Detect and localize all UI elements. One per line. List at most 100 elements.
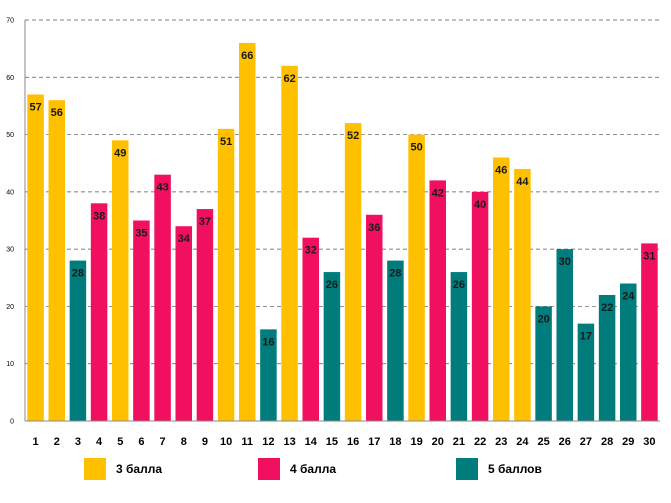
x-tick-label-3: 3: [75, 436, 81, 448]
x-tick-label-13: 13: [283, 436, 295, 448]
data-label-9: 37: [199, 216, 211, 228]
x-tick-label-5: 5: [117, 436, 123, 448]
bar-29: [619, 283, 637, 421]
data-label-16: 52: [347, 130, 359, 142]
x-tick-label-15: 15: [326, 436, 338, 448]
legend-swatch-4: [258, 458, 280, 480]
x-tick-label-22: 22: [474, 436, 486, 448]
bar-22: [471, 191, 489, 421]
x-tick-label-17: 17: [368, 436, 380, 448]
x-tick-label-21: 21: [453, 436, 465, 448]
x-tick-label-26: 26: [559, 436, 571, 448]
data-label-21: 26: [453, 279, 465, 291]
data-label-6: 35: [135, 228, 147, 240]
x-tick-label-14: 14: [305, 436, 318, 448]
data-label-28: 22: [601, 302, 613, 314]
bar-19: [408, 134, 425, 422]
x-tick-label-9: 9: [202, 436, 208, 448]
y-tick-label: 20: [6, 304, 14, 311]
bar-30: [641, 243, 658, 421]
x-tick-label-16: 16: [347, 436, 359, 448]
x-tick-label-29: 29: [622, 436, 634, 448]
bar-1: [27, 94, 44, 421]
bar-20: [429, 180, 447, 421]
legend-label-3: 3 балла: [116, 462, 163, 476]
data-label-15: 26: [326, 279, 338, 291]
data-label-24: 44: [516, 176, 529, 188]
legend-item-3: 3 балла: [84, 458, 162, 480]
bar-9: [196, 209, 214, 421]
bar-7: [154, 174, 171, 421]
bar-16: [344, 123, 362, 421]
data-label-18: 28: [389, 268, 401, 280]
legend-item-4: 4 балла: [258, 458, 336, 480]
x-tick-label-4: 4: [96, 436, 103, 448]
bar-12: [260, 329, 277, 421]
data-label-25: 20: [537, 313, 549, 325]
x-tick-label-1: 1: [33, 436, 39, 448]
x-tick-label-18: 18: [389, 436, 401, 448]
data-label-7: 43: [156, 182, 168, 194]
y-axis: 0 10 20 30 40 50 60 70: [6, 18, 26, 426]
data-label-30: 31: [643, 250, 655, 262]
x-tick-label-7: 7: [160, 436, 166, 448]
bar-10: [217, 128, 235, 422]
y-tick-label: 40: [6, 189, 14, 196]
data-label-10: 51: [220, 136, 232, 148]
data-label-3: 28: [72, 268, 84, 280]
x-tick-label-19: 19: [410, 436, 422, 448]
data-label-12: 16: [262, 336, 274, 348]
x-tick-label-30: 30: [643, 436, 655, 448]
x-tick-label-27: 27: [580, 436, 592, 448]
bar-17: [365, 214, 383, 421]
data-label-8: 34: [178, 233, 191, 245]
bars: 57 56 28 38 49 35 43 34 37 51 66 16 62 32 26 52 36 28 50 42…: [27, 42, 658, 422]
bar-14: [302, 237, 320, 421]
bar-24: [514, 168, 531, 421]
data-label-14: 32: [305, 245, 317, 257]
y-tick-label: 30: [6, 247, 14, 254]
data-label-2: 56: [51, 107, 63, 119]
y-tick-label: 60: [6, 75, 14, 82]
x-tick-label-2: 2: [54, 436, 60, 448]
y-tick-label: 50: [6, 132, 14, 139]
data-label-5: 49: [114, 147, 126, 159]
legend-label-5: 5 баллов: [488, 462, 542, 476]
legend-item-5: 5 баллов: [456, 458, 542, 480]
data-label-29: 24: [622, 291, 635, 303]
data-label-23: 46: [495, 164, 507, 176]
legend-swatch-5: [456, 458, 478, 480]
bar-8: [175, 226, 193, 421]
data-label-26: 30: [559, 256, 571, 268]
data-label-27: 17: [580, 331, 592, 343]
bar-13: [281, 65, 298, 421]
x-tick-label-28: 28: [601, 436, 613, 448]
data-label-13: 62: [283, 73, 295, 85]
bar-2: [48, 100, 66, 421]
data-label-19: 50: [410, 142, 422, 154]
x-tick-label-12: 12: [262, 436, 274, 448]
bar-28: [598, 294, 616, 421]
x-tick-label-20: 20: [432, 436, 444, 448]
legend-label-4: 4 балла: [290, 462, 337, 476]
x-tick-label-11: 11: [241, 436, 253, 448]
data-label-20: 42: [432, 187, 444, 199]
y-tick-label: 10: [6, 361, 14, 368]
bar-23: [492, 157, 510, 421]
data-label-1: 57: [29, 101, 41, 113]
x-tick-label-25: 25: [537, 436, 549, 448]
data-label-22: 40: [474, 199, 486, 211]
y-tick-label: 70: [6, 18, 14, 25]
bar-11: [238, 42, 256, 422]
bar-21: [450, 272, 468, 421]
legend-swatch-3: [84, 458, 106, 480]
bar-5: [111, 140, 129, 422]
x-tick-label-8: 8: [181, 436, 187, 448]
x-tick-label-23: 23: [495, 436, 507, 448]
y-tick-label: 0: [10, 419, 14, 426]
x-tick-label-24: 24: [516, 436, 529, 448]
bar-15: [323, 272, 341, 421]
x-tick-label-6: 6: [138, 436, 144, 448]
bar-25: [535, 306, 552, 421]
bar-6: [133, 220, 150, 421]
